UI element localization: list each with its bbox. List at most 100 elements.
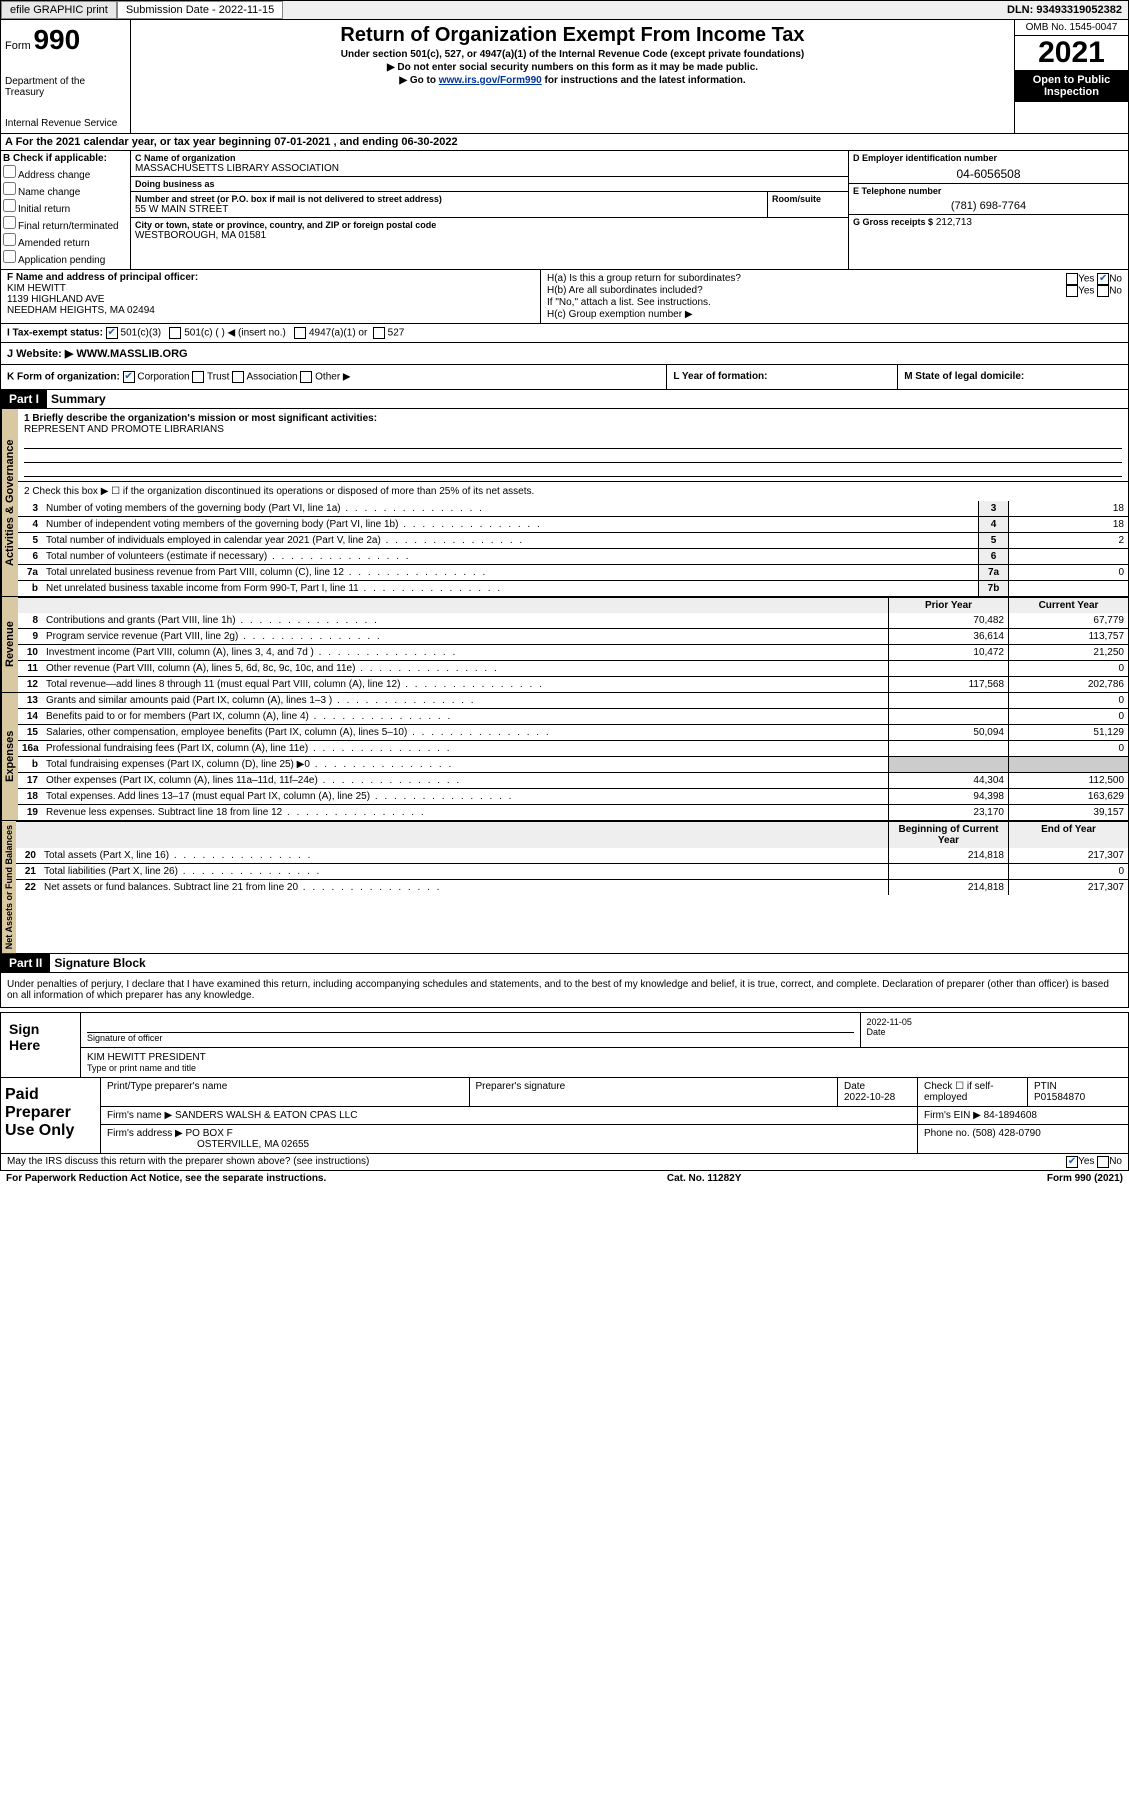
principal-officer: F Name and address of principal officer:… [1,270,541,323]
row-text: Contributions and grants (Part VIII, lin… [42,613,888,628]
row-text: Total fundraising expenses (Part IX, col… [42,757,888,772]
q2-box: 2 Check this box ▶ ☐ if the organization… [18,481,1128,501]
prior-value: 70,482 [888,613,1008,628]
current-value: 39,157 [1008,805,1128,820]
prior-value: 23,170 [888,805,1008,820]
j-label: J Website: ▶ [7,348,73,360]
other-checkbox[interactable] [300,371,312,383]
paid-preparer-grid: Paid Preparer Use Only Print/Type prepar… [0,1078,1129,1154]
rule-1 [24,435,1122,449]
row-value [1008,581,1128,596]
row-num: 11 [18,661,42,676]
row-box: 5 [978,533,1008,548]
prior-value: 214,818 [888,848,1008,863]
hb-no-checkbox[interactable] [1097,285,1109,297]
irs-link[interactable]: www.irs.gov/Form990 [439,75,542,86]
hb-yes-checkbox[interactable] [1066,285,1078,297]
row-box: 6 [978,549,1008,564]
table-row: 13Grants and similar amounts paid (Part … [18,693,1128,708]
org-name-label: C Name of organization [135,153,844,163]
vlabel-balances: Net Assets or Fund Balances [1,821,16,953]
tax-year: 2021 [1015,36,1128,70]
city-label: City or town, state or province, country… [135,220,844,230]
527-checkbox[interactable] [373,327,385,339]
table-row: 3Number of voting members of the governi… [18,501,1128,516]
efile-print-button[interactable]: efile GRAPHIC print [1,1,117,19]
hb-line: H(b) Are all subordinates included? Yes … [547,285,1122,296]
corp-checkbox[interactable] [123,371,135,383]
chk-final-return[interactable]: Final return/terminated [3,216,128,232]
prior-value: 214,818 [888,880,1008,895]
gross-receipts-value: 212,713 [936,217,972,228]
table-row: 21Total liabilities (Part X, line 26)0 [16,863,1128,879]
form-title-box: Return of Organization Exempt From Incom… [131,20,1014,133]
row-num: b [18,757,42,772]
current-value: 202,786 [1008,677,1128,692]
ha-yes-checkbox[interactable] [1066,273,1078,285]
part2-header: Part II Signature Block [0,954,1129,973]
officer-sig-line[interactable] [87,1017,854,1033]
501c3-checkbox[interactable] [106,327,118,339]
prior-year-hdr: Prior Year [888,598,1008,613]
row-text: Other revenue (Part VIII, column (A), li… [42,661,888,676]
row-num: 18 [18,789,42,804]
assoc-checkbox[interactable] [232,371,244,383]
form-number: 990 [33,24,80,55]
discuss-no-checkbox[interactable] [1097,1156,1109,1168]
row-num: 8 [18,613,42,628]
chk-name-change[interactable]: Name change [3,182,128,198]
current-year-hdr: Current Year [1008,598,1128,613]
current-value: 217,307 [1008,880,1128,895]
bal-rows: 20Total assets (Part X, line 16)214,8182… [16,848,1128,895]
i-label: I Tax-exempt status: [7,328,103,339]
table-row: 5Total number of individuals employed in… [18,532,1128,548]
table-row: 22Net assets or fund balances. Subtract … [16,879,1128,895]
501c-checkbox[interactable] [169,327,181,339]
phone-label: E Telephone number [853,186,1124,196]
group-return: H(a) Is this a group return for subordin… [541,270,1128,323]
current-value: 51,129 [1008,725,1128,740]
ha-no-checkbox[interactable] [1097,273,1109,285]
prior-value [888,741,1008,756]
trust-checkbox[interactable] [192,371,204,383]
city-value: WESTBOROUGH, MA 01581 [135,230,844,241]
part2-badge: Part II [1,954,50,972]
row-num: 6 [18,549,42,564]
row-num: 12 [18,677,42,692]
part1-header: Part I Summary [0,390,1129,409]
room-label: Room/suite [772,194,844,204]
form-number-box: Form 990 Department of the Treasury Inte… [1,20,131,133]
begin-year-hdr: Beginning of Current Year [888,822,1008,848]
row-num: 17 [18,773,42,788]
firm-addr1-value: PO BOX F [186,1128,233,1139]
firm-addr2-value: OSTERVILLE, MA 02655 [197,1139,309,1150]
firm-name-label: Firm's name ▶ [107,1110,172,1121]
chk-initial-return[interactable]: Initial return [3,199,128,215]
part1-badge: Part I [1,390,47,408]
row-text: Other expenses (Part IX, column (A), lin… [42,773,888,788]
firm-addr-label: Firm's address ▶ [107,1128,183,1139]
m-state-domicile: M State of legal domicile: [898,365,1128,389]
row-num: 13 [18,693,42,708]
4947-checkbox[interactable] [294,327,306,339]
chk-address-change[interactable]: Address change [3,165,128,181]
chk-app-pending[interactable]: Application pending [3,250,128,266]
row-num: b [18,581,42,596]
row-value: 0 [1008,565,1128,580]
prior-value [888,693,1008,708]
table-row: 7aTotal unrelated business revenue from … [18,564,1128,580]
discuss-yes-checkbox[interactable] [1066,1156,1078,1168]
row-num: 4 [18,517,42,532]
row-text: Total number of individuals employed in … [42,533,978,548]
perjury-text: Under penalties of perjury, I declare th… [0,973,1129,1008]
chk-amended[interactable]: Amended return [3,233,128,249]
sig-date-value: 2022-11-05 [867,1017,1123,1027]
row-num: 19 [18,805,42,820]
prior-value: 117,568 [888,677,1008,692]
prior-value: 94,398 [888,789,1008,804]
subtitle-2: ▶ Do not enter social security numbers o… [135,62,1010,73]
current-value: 0 [1008,864,1128,879]
row-num: 15 [18,725,42,740]
phone-value: (781) 698-7764 [853,200,1124,212]
prior-value [888,709,1008,724]
